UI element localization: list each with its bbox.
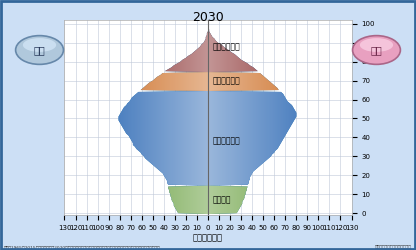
- X-axis label: 人口（万人）: 人口（万人）: [193, 234, 223, 242]
- Text: 資料：1965～2015年：国勢調査。2020年以降：「日本の将来推計人口（平成舉年推計）」（出生中位仮定中位推計）。: 資料：1965～2015年：国勢調査。2020年以降：「日本の将来推計人口（平成…: [4, 245, 161, 249]
- Polygon shape: [208, 91, 296, 186]
- Polygon shape: [208, 23, 258, 72]
- Polygon shape: [141, 72, 208, 91]
- Text: 国立社会保障・人口問題研究所: 国立社会保障・人口問題研究所: [375, 245, 412, 249]
- Polygon shape: [165, 23, 208, 72]
- Text: 生産年齢人口: 生産年齢人口: [213, 137, 240, 146]
- Polygon shape: [208, 72, 279, 91]
- Polygon shape: [119, 91, 208, 186]
- Polygon shape: [168, 186, 208, 214]
- Polygon shape: [165, 23, 208, 72]
- Polygon shape: [208, 186, 248, 214]
- Polygon shape: [141, 72, 208, 91]
- Text: 男性: 男性: [34, 45, 45, 55]
- Text: 年少人口: 年少人口: [213, 195, 231, 204]
- Polygon shape: [208, 72, 279, 91]
- Polygon shape: [119, 91, 208, 186]
- Polygon shape: [208, 23, 258, 72]
- Text: 後期老年人口: 後期老年人口: [213, 42, 240, 51]
- Text: 2030: 2030: [192, 11, 224, 24]
- Text: 女性: 女性: [371, 45, 382, 55]
- Text: 前期老年人口: 前期老年人口: [213, 76, 240, 85]
- Polygon shape: [168, 186, 208, 214]
- Polygon shape: [208, 91, 296, 186]
- Polygon shape: [208, 186, 248, 214]
